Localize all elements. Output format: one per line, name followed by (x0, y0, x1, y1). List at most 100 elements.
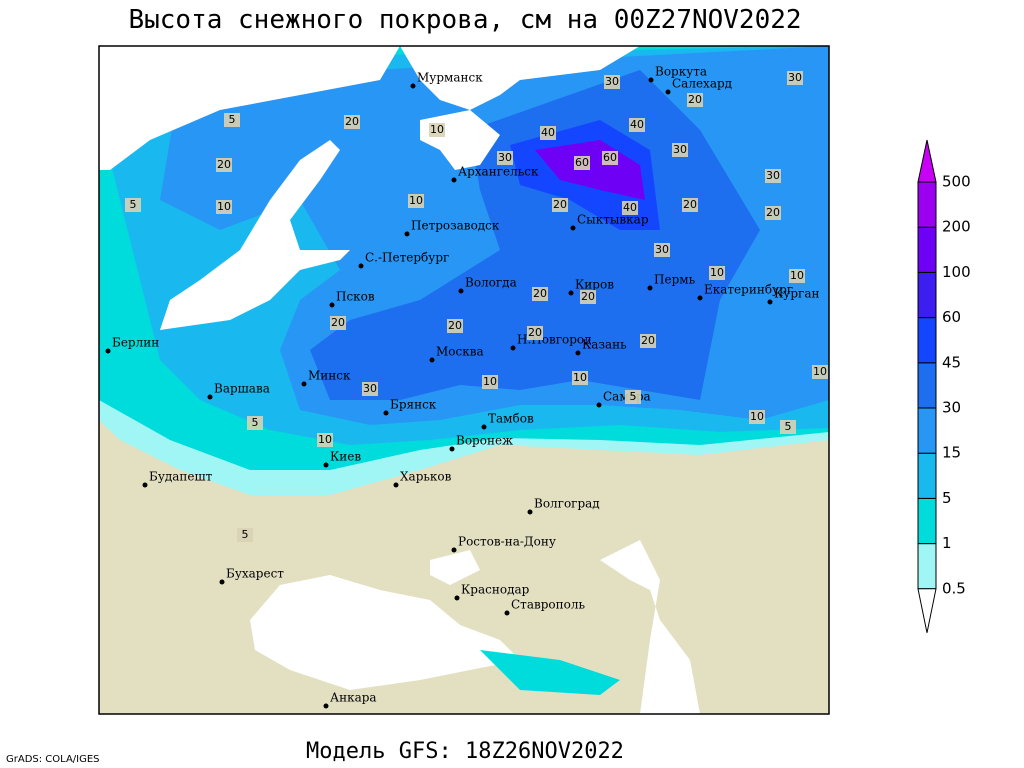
city-label: Минск (308, 369, 351, 383)
contour-label-box (344, 115, 360, 129)
contour-label-box (317, 433, 333, 447)
contour-label-box (497, 151, 513, 165)
colorbar-label: 45 (942, 353, 961, 371)
title: Высота снежного покрова, см на 00Z27NOV2… (128, 5, 801, 35)
colorbar-box (917, 317, 937, 364)
contour-label: 10 (710, 266, 724, 279)
colorbar-label: 100 (942, 263, 971, 281)
contour-label-box (447, 319, 463, 333)
city-label: Псков (336, 290, 375, 304)
contour-label: 5 (630, 390, 637, 403)
city-label: Варшава (214, 382, 270, 396)
city-label: Курган (774, 287, 819, 301)
city-dot (648, 77, 654, 83)
city-label: Москва (436, 345, 484, 359)
colorbar-box (917, 452, 937, 499)
city-dot (329, 302, 335, 308)
colorbar-top (917, 139, 937, 183)
contour-label-box (532, 287, 548, 301)
city-label: Ростов-на-Дону (458, 535, 556, 549)
colorbar-label: 0.5 (942, 579, 966, 597)
city-label: Воронеж (456, 434, 513, 448)
contour-label-box (604, 75, 620, 89)
city-dot (449, 446, 455, 452)
contour-label-box (765, 206, 781, 220)
contour-label: 60 (603, 151, 617, 164)
contour-label-box (629, 118, 645, 132)
city-label: Сыктывкар (577, 213, 649, 227)
contour-label: 20 (683, 198, 697, 211)
city-dot (410, 83, 416, 89)
contour-label: 10 (217, 200, 231, 213)
colorbar-label: 15 (942, 444, 961, 462)
colorbar-label: 500 (942, 173, 971, 191)
contour-label-box (125, 198, 141, 212)
city-dot (458, 288, 464, 294)
city-dot (570, 225, 576, 231)
contour-label: 10 (409, 194, 423, 207)
barents-sea (400, 46, 640, 110)
contour-label: 20 (533, 287, 547, 300)
city-dot (358, 263, 364, 269)
contour-label-box (765, 169, 781, 183)
colorbar-label: 60 (942, 308, 961, 326)
city-dot (451, 177, 457, 183)
black-sea (250, 575, 520, 690)
city-dot (383, 410, 389, 416)
city-label: Брянск (390, 398, 437, 412)
contour-label: 30 (766, 169, 780, 182)
city-dot (647, 285, 653, 291)
turkey-snow (480, 650, 620, 695)
contour-label: 30 (673, 143, 687, 156)
city-dot (393, 482, 399, 488)
contour-label-box (682, 198, 698, 212)
city-dot (105, 348, 111, 354)
contour-label: 10 (813, 365, 827, 378)
contour-label-box (216, 158, 232, 172)
contour-label-box (237, 528, 253, 542)
contour-label-box (749, 410, 765, 424)
credit: GrADS: COLA/IGES (6, 754, 100, 765)
contour-label-box (408, 194, 424, 208)
contour-label: 5 (229, 113, 236, 126)
city-label: Мурманск (417, 71, 483, 85)
map (98, 45, 830, 715)
colorbar-label: 1 (942, 534, 952, 552)
contour-label: 30 (498, 151, 512, 164)
city-label: Волгоград (534, 497, 600, 511)
contour-label-box (527, 326, 543, 340)
contour-label-box (602, 151, 618, 165)
city-label: Вологда (465, 276, 517, 290)
city-dot (429, 357, 435, 363)
azov-sea (430, 550, 480, 585)
contour-label: 20 (766, 206, 780, 219)
contour-label-box (574, 156, 590, 170)
contour-label-box (330, 316, 346, 330)
contour-label-layer: 30 20 30 40 30 60 60 40 30 30 20 20 40 20 30 10 10 20 20 20… (125, 71, 828, 542)
city-dot (454, 595, 460, 601)
city-label: Берлин (112, 336, 159, 350)
contour-label: 10 (430, 123, 444, 136)
contour-label: 40 (630, 118, 644, 131)
city-label: Будапешт (149, 470, 213, 484)
contour-label: 10 (750, 410, 764, 423)
colorbar-label: 30 (942, 399, 961, 417)
contour-label: 20 (448, 319, 462, 332)
city-label: Казань (582, 338, 627, 352)
contour-label: 20 (217, 158, 231, 171)
city-dot (301, 381, 307, 387)
contour-label: 5 (785, 420, 792, 433)
contour-label-box (640, 334, 656, 348)
contour-label-box (654, 243, 670, 257)
city-dot (504, 610, 510, 616)
contour-label: 20 (553, 198, 567, 211)
city-dot (404, 231, 410, 237)
colorbar-label: 5 (942, 489, 952, 507)
city-label: Киев (330, 450, 361, 464)
colorbar-box (917, 497, 937, 545)
city-label: Салехард (672, 77, 732, 91)
contour-label-box (687, 93, 703, 107)
contour-label: 30 (788, 71, 802, 84)
baltic-sea (160, 140, 350, 330)
